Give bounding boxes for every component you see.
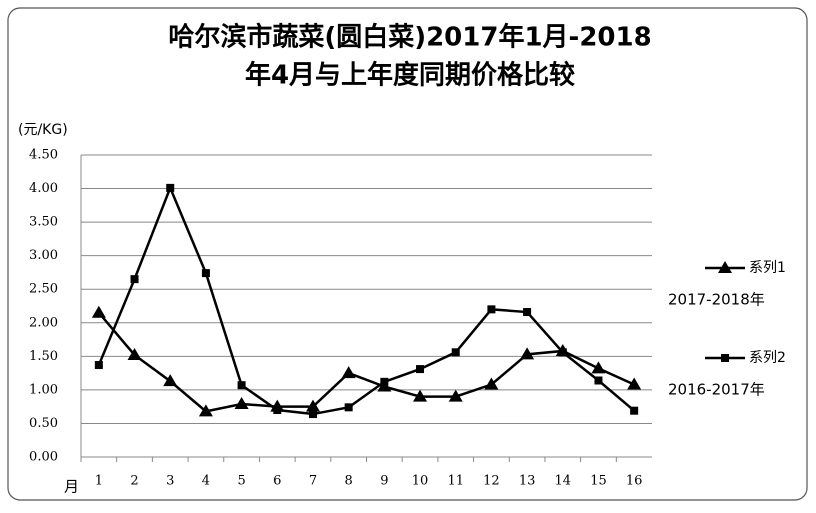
marker [91, 305, 106, 318]
series-annotation: 2016-2017年 [668, 381, 765, 399]
marker [591, 361, 606, 374]
y-tick-label: 1.00 [29, 382, 58, 397]
x-tick-label: 15 [590, 474, 607, 489]
x-tick-label: 4 [202, 474, 210, 489]
x-tick-label: 3 [166, 474, 174, 489]
x-tick-label: 6 [273, 474, 281, 489]
x-tick-label: 14 [555, 474, 572, 489]
y-tick-label: 3.00 [29, 248, 58, 263]
marker [201, 269, 210, 278]
marker [451, 348, 460, 357]
marker [198, 404, 213, 417]
y-axis-label: (元/KG) [18, 122, 68, 138]
x-axis-label: 月 [64, 478, 79, 496]
marker [523, 308, 532, 317]
marker [627, 377, 642, 390]
x-tick-label: 16 [626, 474, 643, 489]
marker [237, 381, 246, 390]
y-tick-label: 1.50 [29, 349, 58, 364]
x-tick-label: 7 [309, 474, 317, 489]
marker [413, 389, 428, 402]
legend-label: 系列2 [749, 350, 786, 366]
marker [273, 406, 282, 415]
x-tick-label: 11 [447, 474, 464, 489]
marker [344, 403, 353, 412]
marker [341, 366, 356, 379]
chart-title: 年4月与上年度同期价格比较 [245, 60, 575, 91]
marker [484, 377, 499, 390]
marker [305, 399, 320, 412]
x-tick-label: 2 [130, 474, 138, 489]
x-tick-label: 1 [95, 474, 103, 489]
x-tick-label: 9 [380, 474, 388, 489]
marker [520, 347, 535, 360]
y-tick-label: 3.50 [29, 215, 58, 230]
chart-title: 哈尔滨市蔬菜(圆白菜)2017年1月-2018 [168, 22, 651, 53]
x-tick-label: 12 [483, 474, 500, 489]
y-tick-label: 2.50 [29, 282, 58, 297]
marker [234, 396, 249, 409]
marker [721, 354, 729, 362]
x-tick-label: 8 [345, 474, 353, 489]
chart-frame [7, 7, 808, 501]
y-tick-label: 0.50 [29, 416, 58, 431]
marker [487, 305, 496, 314]
marker [380, 377, 389, 386]
marker [416, 365, 425, 374]
marker [630, 406, 639, 415]
x-tick-label: 5 [237, 474, 245, 489]
x-tick-label: 13 [519, 474, 536, 489]
y-tick-label: 2.00 [29, 315, 58, 330]
marker [448, 389, 463, 402]
marker [166, 183, 175, 192]
marker [163, 374, 178, 387]
marker [594, 376, 603, 385]
marker [127, 347, 142, 360]
x-tick-label: 10 [412, 474, 429, 489]
y-tick-label: 0.00 [29, 450, 58, 465]
y-tick-label: 4.50 [29, 148, 58, 163]
marker [94, 361, 103, 370]
marker [718, 261, 732, 273]
series-annotation: 2017-2018年 [668, 291, 765, 309]
series-line [97, 311, 635, 413]
series-line [97, 184, 635, 416]
y-tick-label: 4.00 [29, 181, 58, 196]
marker [308, 410, 317, 419]
marker [130, 275, 139, 284]
marker [558, 348, 567, 357]
legend-label: 系列1 [749, 260, 786, 276]
